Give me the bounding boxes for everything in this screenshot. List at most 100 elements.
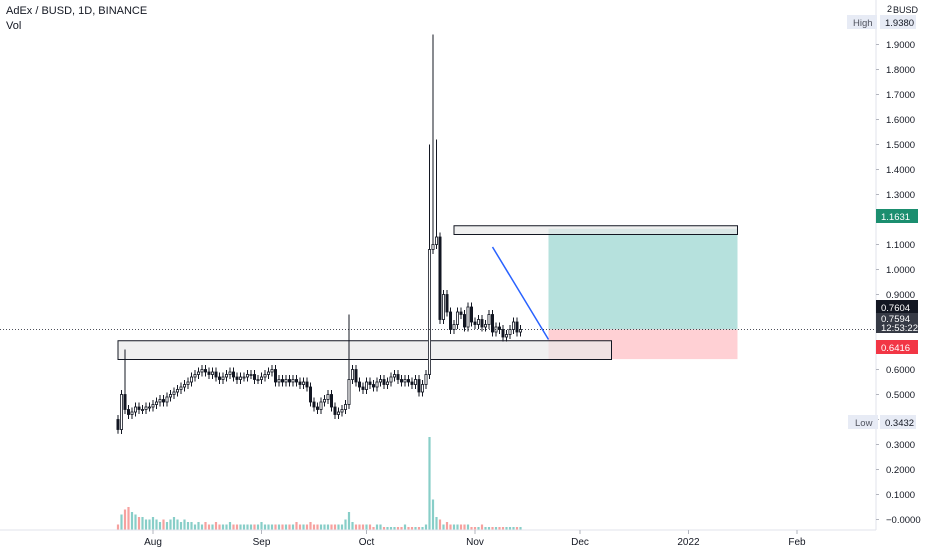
volume-bar (151, 517, 155, 530)
volume-bar (365, 524, 368, 530)
volume-bar (281, 524, 284, 530)
volume-bar (316, 524, 319, 530)
volume-bar (211, 524, 214, 530)
volume-bar (312, 524, 316, 530)
candle-body (431, 244, 435, 250)
candle-body (158, 399, 162, 403)
y-tick-label: 0.1000 (886, 490, 915, 501)
volume-bar (508, 527, 512, 530)
time-axis[interactable]: Aug Sep Oct Nov Dec 2022 Feb (144, 530, 806, 548)
candle-body (445, 294, 449, 313)
volume-bar (242, 524, 246, 530)
candle-body (519, 329, 523, 333)
candle-body (270, 369, 274, 373)
candle-body (441, 294, 445, 320)
current-price-badge (876, 313, 918, 333)
long-position-profit-zone (548, 228, 738, 330)
y-tick-label: 1.5000 (886, 140, 915, 151)
volume-bar (127, 507, 130, 530)
candle-body (483, 324, 487, 328)
candle-body (501, 329, 505, 338)
volume-bar (323, 524, 326, 530)
candle-body (504, 334, 508, 338)
x-tick-label: Sep (253, 537, 271, 548)
y-tick-label: 1.0000 (886, 265, 915, 276)
candle-body (221, 376, 225, 380)
candle-body (172, 391, 176, 395)
volume-bar (120, 514, 123, 530)
candle-body (294, 379, 298, 383)
volume-bar (477, 527, 480, 530)
candle-body (252, 374, 256, 380)
volume-bar (463, 524, 466, 530)
candle-body (123, 394, 127, 410)
candle-body (399, 379, 403, 383)
volume-bar (225, 524, 228, 530)
y-tick-label: 1.1000 (886, 240, 915, 251)
candle-body (120, 394, 124, 430)
y-tick-label: −0.0000 (886, 515, 921, 526)
volume-bar (144, 519, 148, 530)
candle-body (140, 409, 144, 411)
volume-bar (389, 527, 393, 530)
candle-body (137, 406, 141, 410)
low-label-badge (848, 415, 878, 429)
volume-bar (270, 524, 274, 530)
volume-bar (309, 522, 312, 530)
last-price-value: 0.7604 (881, 303, 910, 314)
volume-bar (505, 527, 508, 530)
candle-body (249, 374, 253, 376)
volume-bar (123, 509, 127, 530)
candle-body (364, 381, 368, 390)
volume-bar (228, 522, 232, 530)
volume-bar (256, 524, 260, 530)
volume-bar (169, 519, 172, 530)
support-zone (117, 340, 612, 360)
volume-bar (417, 527, 421, 530)
stop-value: 0.6416 (881, 343, 910, 354)
y-tick-label: 1.3000 (886, 190, 915, 201)
stop-badge (876, 340, 918, 354)
y-axis-top-tick: 2 (887, 4, 892, 14)
candle-body (497, 326, 501, 330)
price-axis[interactable]: 2 BUSD 1.9000 1.8000 1.7000 1.6000 1.5000 1.4… (876, 4, 921, 526)
high-label: High (853, 18, 873, 29)
volume-bar (197, 522, 200, 530)
candle-body (116, 419, 120, 430)
target-value: 1.1631 (881, 212, 910, 223)
candle-body (165, 396, 169, 403)
candle-body (469, 306, 473, 323)
volume-bar (361, 524, 365, 530)
resistance-zone (453, 225, 738, 235)
y-tick-label: 1.9000 (886, 40, 915, 51)
candle-body (127, 409, 131, 415)
candle-body (403, 379, 407, 383)
volume-bar (351, 522, 354, 530)
x-tick-label: Oct (359, 537, 375, 548)
volume-bar (130, 512, 134, 530)
volume-bar (330, 524, 333, 530)
candle-body (375, 381, 379, 388)
volume-bar (295, 522, 298, 530)
candle-body (508, 329, 512, 335)
candle-body (228, 371, 232, 375)
candle-body (305, 381, 309, 388)
volume-bar (449, 524, 452, 530)
volume-bar (253, 524, 256, 530)
candle-body (231, 371, 235, 378)
candle-body (182, 384, 186, 388)
candle-body (357, 381, 361, 388)
y-tick-label: 0.3000 (886, 440, 915, 451)
high-label-badge (847, 15, 877, 29)
drawings[interactable] (117, 225, 738, 360)
candle-body (480, 319, 484, 328)
candle-body (413, 379, 417, 385)
volume-bar (501, 527, 505, 530)
candle-body (389, 376, 393, 383)
volume-bar (386, 527, 389, 530)
volume-bar (200, 524, 204, 530)
y-tick-label: 0.5000 (886, 390, 915, 401)
symbol-title[interactable]: AdEx / BUSD, 1D, BINANCE (6, 5, 148, 17)
volume-label[interactable]: Vol (6, 20, 22, 32)
